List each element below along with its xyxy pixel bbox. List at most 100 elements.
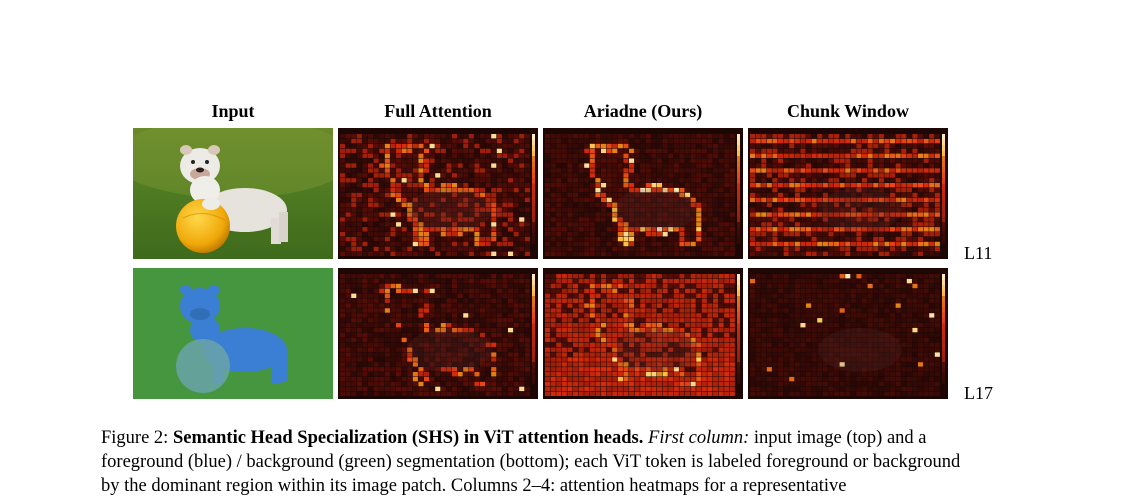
heatmap-cell (440, 153, 446, 158)
heatmap-cell (934, 337, 940, 343)
heatmap-cell (440, 274, 446, 279)
heatmap-cell (418, 236, 424, 242)
heatmap-cell (623, 192, 629, 198)
heatmap-cell (474, 183, 480, 188)
heatmap-cell (800, 327, 806, 333)
heatmap-cell (724, 332, 730, 338)
heatmap-cell (601, 303, 607, 308)
heatmap-cell (724, 372, 730, 377)
heatmap-cell (901, 222, 907, 227)
heatmap-cell (474, 293, 480, 298)
heatmap-cell (468, 187, 474, 193)
heatmap-cell (578, 283, 584, 289)
heatmap-cell (401, 217, 407, 222)
heatmap-cell (384, 222, 390, 227)
heatmap-cell (884, 212, 890, 217)
heatmap-cell (446, 217, 452, 222)
heatmap-cell (729, 178, 735, 183)
heatmap-cell (783, 298, 789, 303)
heatmap-cell (519, 178, 525, 183)
heatmap-cell (345, 251, 351, 256)
heatmap-cell (800, 298, 806, 303)
heatmap-cell (545, 246, 551, 252)
heatmap-cell (800, 158, 806, 163)
heatmap-cell (550, 332, 556, 338)
heatmap-cell (496, 303, 502, 308)
heatmap-cell (918, 288, 924, 294)
heatmap-cell (884, 283, 890, 289)
heatmap-cell (457, 178, 463, 183)
heatmap-cell (578, 178, 584, 183)
heatmap-cell (373, 293, 379, 298)
heatmap-cell (906, 232, 912, 237)
heatmap-cell (839, 143, 845, 149)
heatmap-cell (713, 192, 719, 198)
heatmap-cell (407, 187, 413, 193)
heatmap-cell (496, 298, 502, 303)
heatmap-cell (502, 386, 508, 392)
heatmap-cell (362, 183, 368, 188)
heatmap-cell (839, 202, 845, 207)
heatmap-cell (485, 318, 491, 323)
heatmap-cell (778, 362, 784, 367)
heatmap-cell (623, 246, 629, 252)
heatmap-cell (834, 246, 840, 252)
heatmap-cell (696, 352, 702, 357)
heatmap-cell (513, 138, 519, 144)
heatmap-cell (645, 202, 651, 207)
heatmap-cell (550, 372, 556, 377)
heatmap-cell (724, 246, 730, 252)
heatmap-cell (452, 158, 458, 163)
heatmap-cell (429, 246, 435, 252)
heatmap-cell (508, 202, 514, 207)
heatmap-cell (729, 381, 735, 387)
colorbar-segment (532, 345, 535, 352)
heatmap-cell (578, 236, 584, 242)
heatmap-cell (895, 227, 901, 232)
heatmap-cell (750, 332, 756, 338)
heatmap-cell (452, 153, 458, 158)
heatmap-cell (729, 153, 735, 158)
heatmap-cell (556, 236, 562, 242)
heatmap-cell (424, 217, 430, 222)
heatmap-cell (595, 386, 601, 392)
heatmap-cell (828, 227, 834, 232)
colorbar-segment (532, 329, 535, 335)
heatmap-cell (463, 313, 469, 318)
heatmap-cell (545, 274, 551, 279)
heatmap-cell (496, 372, 502, 377)
heatmap-cell (906, 274, 912, 279)
heatmap-cell (834, 303, 840, 308)
heatmap-cell (356, 236, 362, 242)
heatmap-cell (772, 153, 778, 158)
heatmap-cell (806, 327, 812, 333)
heatmap-cell (657, 274, 663, 279)
heatmap-cell (468, 293, 474, 298)
heatmap-cell (373, 308, 379, 313)
heatmap-cell (606, 138, 612, 144)
heatmap-cell (645, 148, 651, 154)
heatmap-cell (800, 232, 806, 237)
heatmap-cell (673, 372, 679, 377)
heatmap-cell (345, 217, 351, 222)
heatmap-cell (856, 183, 862, 188)
heatmap-cell (850, 158, 856, 163)
heatmap-cell (513, 192, 519, 198)
heatmap-cell (435, 246, 441, 252)
heatmap-cell (890, 241, 896, 247)
heatmap-cell (513, 357, 519, 362)
heatmap-cell (573, 232, 579, 237)
heatmap-cell (502, 308, 508, 313)
heatmap-cell (828, 288, 834, 294)
heatmap-cell (856, 293, 862, 298)
colorbar-segment (737, 211, 740, 217)
heatmap-cell (589, 288, 595, 294)
heatmap-cell (485, 352, 491, 357)
heatmap-cell (634, 246, 640, 252)
heatmap-cell (617, 274, 623, 279)
heatmap-cell (651, 183, 657, 188)
heatmap-cell (351, 236, 357, 242)
heatmap-cell (873, 143, 879, 149)
heatmap-cell (468, 352, 474, 357)
heatmap-cell (345, 337, 351, 343)
